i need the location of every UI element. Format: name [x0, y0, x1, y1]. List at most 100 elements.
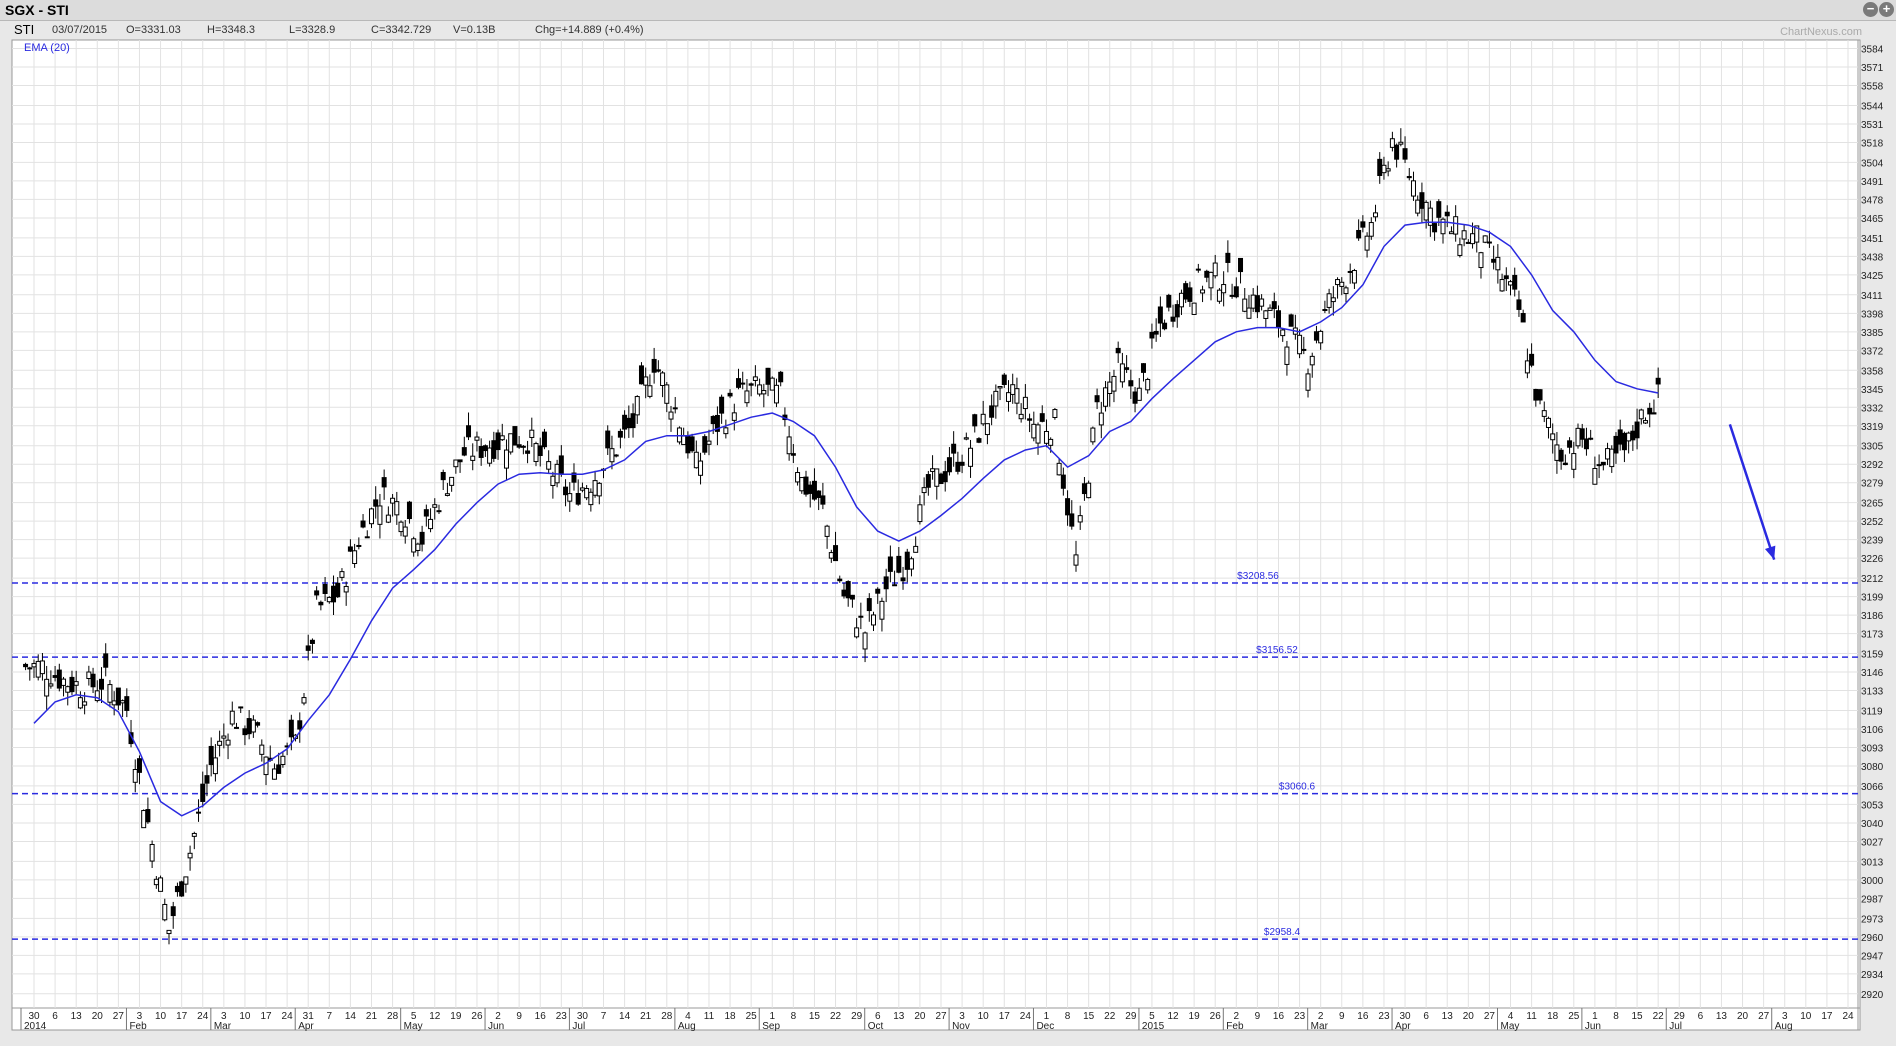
month-label: Mar: [1311, 1021, 1329, 1032]
candle-body: [212, 757, 218, 775]
candle-body: [1238, 257, 1244, 273]
y-tick-label: 3292: [1861, 460, 1884, 471]
x-tick-label: 24: [282, 1011, 294, 1022]
candle-body: [1516, 299, 1522, 310]
candle-body: [1115, 347, 1121, 354]
candle-body: [423, 509, 429, 517]
candle-body: [567, 493, 573, 502]
candle-body: [1339, 281, 1345, 287]
candle-body: [533, 443, 539, 463]
candle-body: [1596, 464, 1602, 467]
candle-body: [48, 683, 54, 687]
candle-body: [1541, 410, 1547, 417]
support-line-label: $3156.52: [1256, 645, 1298, 656]
y-tick-label: 3186: [1861, 611, 1884, 622]
candle-body: [1001, 374, 1007, 385]
candle-body: [719, 396, 725, 414]
quote-close: C=3342.729: [371, 24, 432, 36]
candle-body: [778, 371, 784, 383]
candle-body: [373, 499, 379, 507]
candle-body: [1195, 268, 1201, 271]
x-tick-label: 25: [746, 1011, 758, 1022]
candle-body: [1373, 212, 1379, 218]
candle-body: [1415, 199, 1421, 214]
y-tick-label: 3133: [1861, 687, 1884, 698]
x-tick-label: 2: [1318, 1011, 1324, 1022]
candle-body: [255, 722, 261, 726]
y-tick-label: 3265: [1861, 499, 1884, 510]
candle-body: [385, 514, 391, 523]
candle-body: [955, 461, 961, 472]
candle-body: [335, 582, 341, 598]
x-tick-label: 24: [1842, 1011, 1854, 1022]
candle-body: [1077, 515, 1083, 523]
candle-body: [495, 432, 501, 451]
candle-body: [440, 471, 446, 481]
candle-body: [1166, 294, 1172, 308]
x-tick-label: 28: [661, 1011, 673, 1022]
y-tick-label: 3478: [1861, 195, 1884, 206]
candle-body: [757, 384, 763, 395]
candle-body: [77, 697, 83, 709]
x-tick-label: 28: [387, 1011, 399, 1022]
month-label: Oct: [868, 1021, 884, 1032]
candle-body: [1394, 144, 1400, 160]
candle-body: [1495, 256, 1501, 271]
candle-body: [82, 701, 88, 706]
x-tick-label: 5: [1149, 1011, 1155, 1022]
candle-body: [1313, 331, 1319, 341]
candle-body: [449, 476, 455, 486]
candle-body: [723, 427, 729, 435]
y-tick-label: 3226: [1861, 554, 1884, 565]
candle-body: [115, 687, 121, 706]
x-tick-label: 6: [52, 1011, 58, 1022]
candle-body: [263, 756, 269, 776]
x-tick-label: 21: [366, 1011, 378, 1022]
candle-body: [879, 600, 885, 620]
maximize-button[interactable]: +: [1879, 2, 1894, 17]
candle-body: [980, 413, 986, 425]
candle-body: [499, 435, 505, 441]
x-tick-label: 16: [535, 1011, 547, 1022]
candle-body: [976, 438, 982, 443]
candle-body: [352, 550, 358, 565]
candle-body: [638, 365, 644, 385]
candle-body: [1571, 453, 1577, 470]
candle-body: [1225, 252, 1231, 263]
candle-body: [1162, 322, 1168, 330]
candle-body: [702, 436, 708, 453]
minimize-button[interactable]: −: [1863, 2, 1878, 17]
candle-body: [280, 755, 286, 765]
candle-body: [845, 581, 851, 599]
candle-body: [660, 372, 666, 387]
candle-body: [1335, 279, 1341, 286]
candle-body: [1381, 164, 1387, 174]
candle-body: [1132, 391, 1138, 404]
candle-body: [1356, 229, 1362, 239]
candle-body: [183, 876, 189, 885]
candle-body: [309, 639, 315, 644]
candle-body: [934, 468, 940, 487]
x-tick-label: 18: [1547, 1011, 1559, 1022]
y-tick-label: 3027: [1861, 837, 1884, 848]
x-tick-label: 27: [1758, 1011, 1770, 1022]
candle-body: [1309, 355, 1315, 366]
quote-info-bar: STI 03/07/2015 O=3331.03 H=3348.3 L=3328…: [0, 21, 1896, 39]
candle-body: [1655, 377, 1661, 385]
candle-body: [883, 576, 889, 590]
month-label: Aug: [678, 1021, 696, 1032]
candle-body: [347, 546, 353, 552]
month-label: 2014: [24, 1021, 47, 1032]
candle-body: [630, 413, 636, 429]
x-tick-label: 7: [327, 1011, 333, 1022]
candle-body: [1149, 331, 1155, 339]
candle-body: [740, 382, 746, 385]
candle-body: [1103, 387, 1109, 407]
candle-body: [837, 578, 843, 582]
candle-body: [858, 615, 864, 618]
candle-body: [1301, 348, 1307, 351]
candle-body: [478, 446, 484, 458]
candle-body: [1145, 378, 1151, 391]
candle-body: [1385, 168, 1391, 172]
